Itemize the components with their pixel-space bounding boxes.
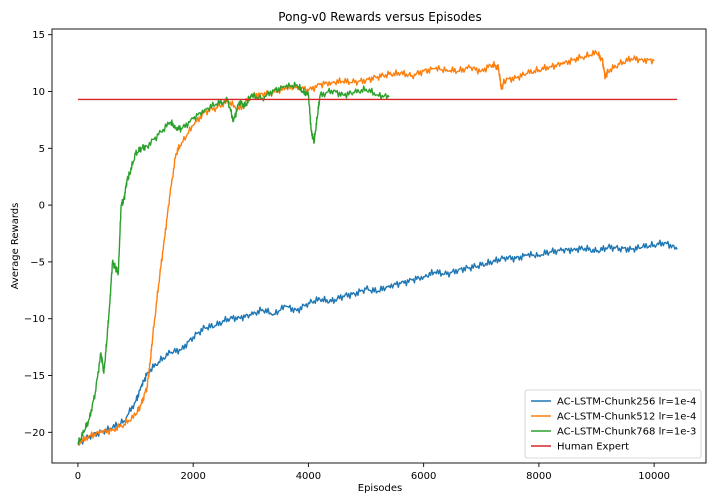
y-tick-label: −10 xyxy=(24,314,45,325)
legend-label-4: Human Expert xyxy=(557,442,629,453)
axes: 0 2000 4000 6000 8000 10000 −20 −15 −10 −5 0 5 10 15 xyxy=(24,28,707,482)
series-line-2 xyxy=(77,49,655,446)
legend-box xyxy=(524,389,702,459)
x-tick-label: 6000 xyxy=(411,471,436,482)
series-layer xyxy=(77,49,678,446)
y-tick-label: 0 xyxy=(39,201,45,212)
x-axis-label: Episodes xyxy=(358,483,402,494)
y-tick-label: 10 xyxy=(32,87,45,98)
series-line-3 xyxy=(77,81,390,445)
x-tick-label: 0 xyxy=(75,471,81,482)
y-tick-label: −15 xyxy=(24,371,45,382)
y-tick-label: −5 xyxy=(30,257,45,268)
legend-label-2: AC-LSTM-Chunk512 lr=1e-4 xyxy=(557,412,696,423)
series-line-1 xyxy=(77,239,678,445)
y-tick-label: 15 xyxy=(32,30,45,41)
x-tick-label: 8000 xyxy=(526,471,551,482)
x-tick-label: 4000 xyxy=(296,471,321,482)
legend-label-1: AC-LSTM-Chunk256 lr=1e-4 xyxy=(557,397,696,408)
x-tick-label: 10000 xyxy=(638,471,670,482)
chart-title: Pong-v0 Rewards versus Episodes xyxy=(278,10,481,24)
legend: AC-LSTM-Chunk256 lr=1e-4 AC-LSTM-Chunk512… xyxy=(524,389,702,459)
y-tick-label: −20 xyxy=(24,428,45,439)
legend-label-3: AC-LSTM-Chunk768 lr=1e-3 xyxy=(557,427,696,438)
y-tick-label: 5 xyxy=(39,144,45,155)
y-axis-label: Average Rewards xyxy=(10,203,21,290)
plot-border xyxy=(51,28,707,464)
x-tick-label: 2000 xyxy=(180,471,205,482)
